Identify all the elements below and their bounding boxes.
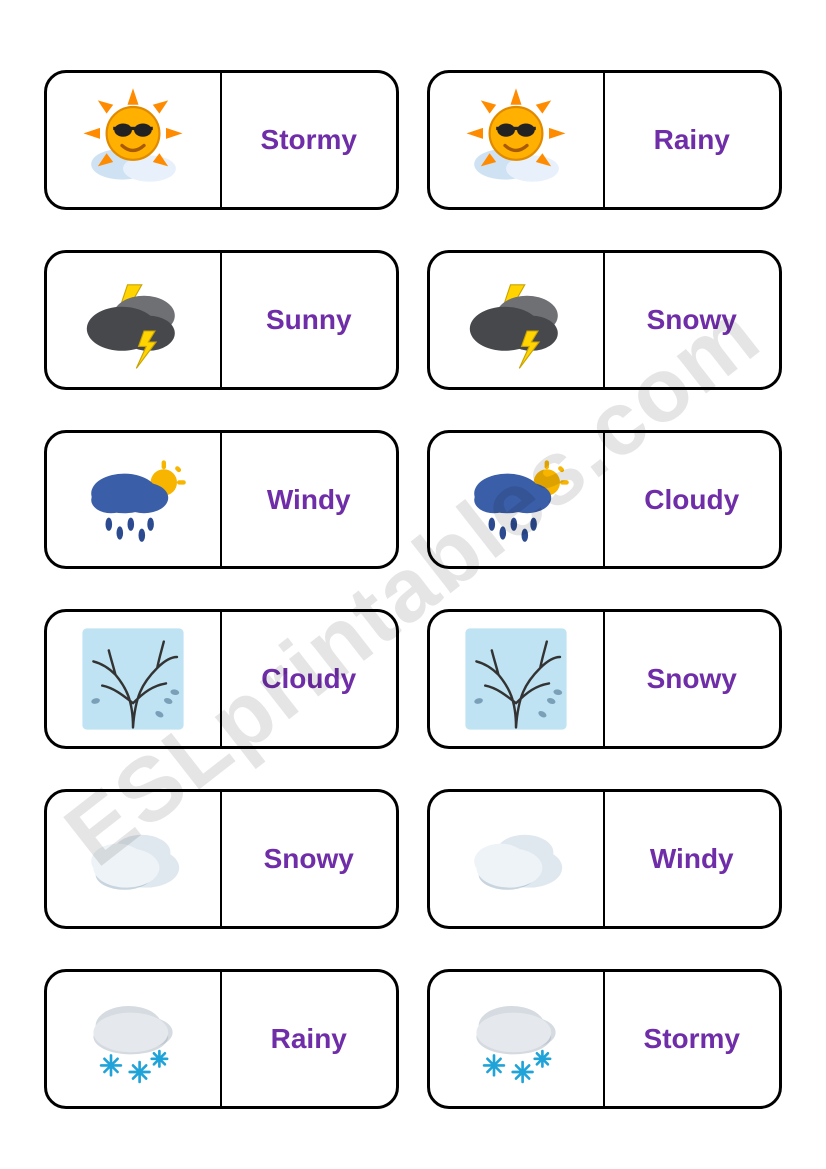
- domino-card: Sunny: [44, 250, 399, 390]
- stormy-icon: [78, 265, 188, 375]
- card-label: Snowy: [605, 253, 780, 387]
- snowy-icon: [461, 984, 571, 1094]
- domino-card: Snowy: [427, 609, 782, 749]
- card-label: Windy: [222, 433, 397, 567]
- domino-card: Rainy: [44, 969, 399, 1109]
- card-label: Stormy: [605, 972, 780, 1106]
- card-label: Cloudy: [222, 612, 397, 746]
- domino-card: Windy: [44, 430, 399, 570]
- card-label: Snowy: [605, 612, 780, 746]
- card-image-cell: [47, 612, 222, 746]
- domino-card: Snowy: [427, 250, 782, 390]
- domino-card: Cloudy: [44, 609, 399, 749]
- card-image-cell: [47, 433, 222, 567]
- card-label: Sunny: [222, 253, 397, 387]
- domino-card: Rainy: [427, 70, 782, 210]
- card-label: Windy: [605, 792, 780, 926]
- rainy-icon: [78, 445, 188, 555]
- card-image-cell: [430, 73, 605, 207]
- sunny-icon: [78, 85, 188, 195]
- card-label: Rainy: [605, 73, 780, 207]
- card-image-cell: [47, 73, 222, 207]
- card-image-cell: [47, 972, 222, 1106]
- card-label: Rainy: [222, 972, 397, 1106]
- snowy-icon: [78, 984, 188, 1094]
- card-image-cell: [430, 253, 605, 387]
- domino-card: Stormy: [44, 70, 399, 210]
- cloudy-icon: [78, 804, 188, 914]
- cloudy-icon: [461, 804, 571, 914]
- card-image-cell: [47, 253, 222, 387]
- card-label: Cloudy: [605, 433, 780, 567]
- sunny-icon: [461, 85, 571, 195]
- stormy-icon: [461, 265, 571, 375]
- card-image-cell: [47, 792, 222, 926]
- card-image-cell: [430, 972, 605, 1106]
- card-label: Snowy: [222, 792, 397, 926]
- windy-icon: [78, 624, 188, 734]
- card-image-cell: [430, 612, 605, 746]
- domino-card: Stormy: [427, 969, 782, 1109]
- card-label: Stormy: [222, 73, 397, 207]
- card-image-cell: [430, 792, 605, 926]
- domino-card: Cloudy: [427, 430, 782, 570]
- domino-grid: Stormy Rainy Sunny Snowy Windy Cloudy: [0, 0, 826, 1169]
- rainy-icon: [461, 445, 571, 555]
- domino-card: Windy: [427, 789, 782, 929]
- card-image-cell: [430, 433, 605, 567]
- windy-icon: [461, 624, 571, 734]
- domino-card: Snowy: [44, 789, 399, 929]
